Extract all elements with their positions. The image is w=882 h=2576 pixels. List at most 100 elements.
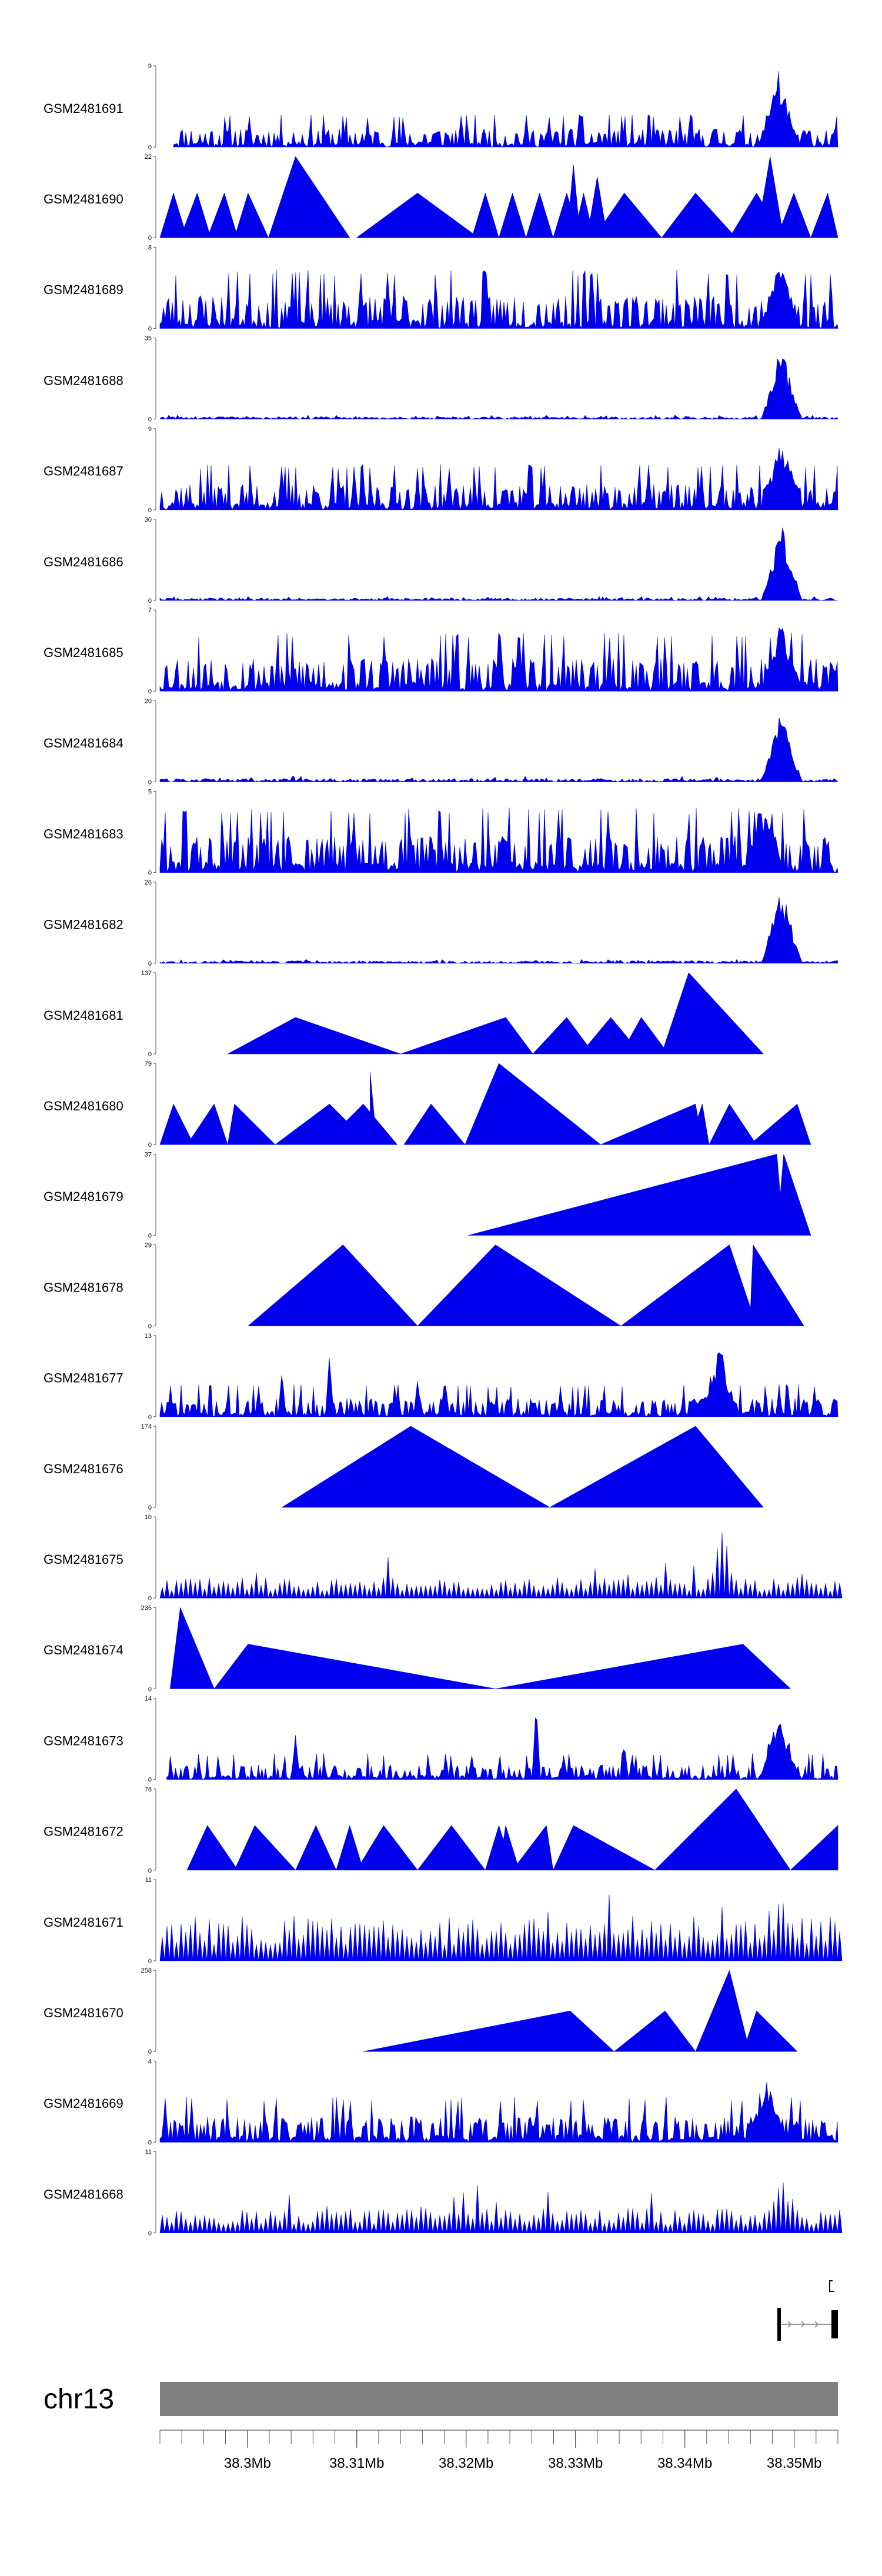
track-gsm2481686: GSM2481686 30 0 [44,516,838,605]
track-gsm2481679: GSM2481679 37 0 [44,1151,811,1239]
track-label: GSM2481690 [44,192,123,206]
track-label: GSM2481686 [44,555,123,569]
track-label: GSM2481679 [44,1189,123,1204]
track-gsm2481687: GSM2481687 9 0 [44,426,838,514]
track-signal [170,1607,791,1689]
track-signal [159,448,838,510]
y-max-label: 30 [145,516,152,523]
track-label: GSM2481681 [44,1008,123,1023]
track-signal [186,1788,838,1871]
y-max-label: 79 [145,1060,152,1067]
ideogram-bar [160,2382,838,2416]
track-gsm2481670: GSM2481670 258 0 [44,1967,798,2056]
track-signal [166,1717,838,1780]
y-max-label: 9 [148,426,152,433]
track-signal [159,2082,838,2143]
gene-exon [777,2308,781,2341]
track-gsm2481676: GSM2481676 174 0 [44,1423,764,1511]
x-tick-label: 38.35Mb [767,2455,821,2471]
y-min-label: 0 [148,1323,152,1330]
track-signal [173,71,838,148]
track-gsm2481678: GSM2481678 29 0 [44,1242,804,1330]
track-label: GSM2481668 [44,2187,123,2201]
strand-arrow-icon [787,2321,792,2328]
y-min-label: 0 [148,1595,152,1602]
y-min-label: 0 [148,2230,152,2237]
track-gsm2481669: GSM2481669 4 0 [44,2058,838,2146]
track-label: GSM2481687 [44,464,123,479]
y-max-label: 11 [145,2149,152,2156]
track-label: GSM2481682 [44,917,123,932]
track-signal [228,972,764,1055]
track-gsm2481674: GSM2481674 235 0 [44,1604,791,1693]
track-gsm2481683: GSM2481683 5 0 [44,789,838,877]
track-label: GSM2481691 [44,101,123,116]
y-max-label: 22 [145,154,152,161]
y-min-label: 0 [148,779,152,786]
y-max-label: 10 [145,1514,152,1521]
track-label: GSM2481688 [44,373,123,388]
y-max-label: 174 [141,1423,152,1430]
y-min-label: 0 [148,144,152,151]
track-label: GSM2481671 [44,1915,123,1930]
track-gsm2481672: GSM2481672 76 0 [44,1786,838,1874]
strand-arrow-icon [814,2321,819,2328]
y-min-label: 0 [148,1051,152,1058]
y-max-label: 37 [145,1151,152,1158]
strand-arrow-icon [801,2321,806,2328]
track-label: GSM2481683 [44,826,123,841]
y-max-label: 235 [141,1604,152,1611]
y-min-label: 0 [148,235,152,242]
track-gsm2481668: GSM2481668 11 0 [44,2149,843,2237]
y-min-label: 0 [148,688,152,695]
track-gsm2481690: GSM2481690 22 0 [44,154,838,242]
track-label: GSM2481672 [44,1824,123,1839]
track-signal [363,1970,798,2052]
track-label: GSM2481684 [44,736,123,750]
track-signal [468,1154,811,1236]
track-signal [159,1352,838,1417]
y-max-label: 29 [145,1242,152,1249]
track-gsm2481680: GSM2481680 79 0 [44,1060,811,1149]
track-signal [159,156,838,238]
y-max-label: 4 [148,2058,152,2065]
track-signal [159,807,838,873]
track-gsm2481675: GSM2481675 10 0 [44,1514,843,1602]
y-max-label: 7 [148,607,152,614]
track-label: GSM2481675 [44,1552,123,1567]
track-gsm2481688: GSM2481688 35 0 [44,335,838,423]
x-tick-label: 38.3Mb [224,2455,271,2471]
track-signal [159,2182,843,2233]
y-min-label: 0 [148,1958,152,1965]
y-min-label: 0 [148,416,152,423]
track-label: GSM2481689 [44,282,123,297]
y-min-label: 0 [148,1867,152,1874]
data-tracks: GSM248169190GSM2481690220GSM248168980GSM… [44,63,843,2237]
track-label: GSM2481676 [44,1461,123,1476]
track-label: GSM2481673 [44,1733,123,1748]
y-min-label: 0 [148,1232,152,1239]
y-max-label: 11 [145,1877,152,1884]
gene-label-fragment [829,2280,834,2292]
track-signal [282,1426,764,1508]
y-min-label: 0 [148,598,152,605]
track-signal [248,1244,804,1326]
y-min-label: 0 [148,2139,152,2146]
track-gsm2481682: GSM2481682 26 0 [44,879,838,967]
gene-model [777,2280,838,2341]
track-gsm2481691: GSM2481691 9 0 [44,63,838,151]
y-max-label: 26 [145,879,152,886]
track-gsm2481684: GSM2481684 20 0 [44,698,838,786]
track-label: GSM2481674 [44,1643,123,1657]
y-min-label: 0 [148,1686,152,1693]
track-gsm2481673: GSM2481673 14 0 [44,1696,838,1784]
track-label: GSM2481677 [44,1371,123,1386]
chromosome-ideogram: chr13 [44,2382,838,2416]
y-max-label: 9 [148,63,152,70]
x-tick-label: 38.31Mb [329,2455,384,2471]
track-gsm2481689: GSM2481689 8 0 [44,244,838,332]
y-max-label: 137 [141,970,152,977]
y-max-label: 13 [145,1333,152,1340]
x-tick-label: 38.32Mb [439,2455,493,2471]
